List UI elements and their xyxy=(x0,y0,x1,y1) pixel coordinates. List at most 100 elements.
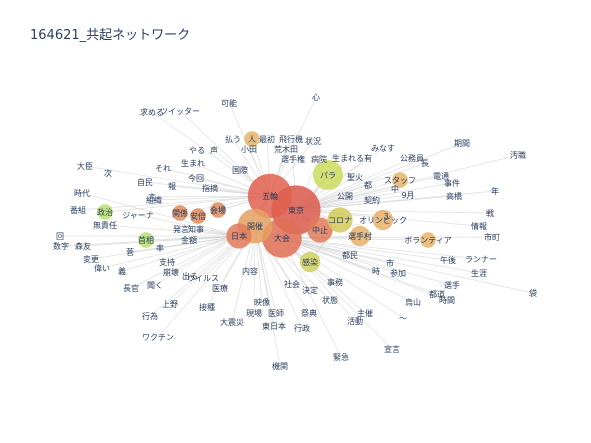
node-e382b9e382bfe38383e38395 xyxy=(392,172,408,188)
node-label: ランナー xyxy=(465,255,497,264)
node-label: 国際 xyxy=(232,165,248,175)
edge xyxy=(84,165,271,197)
node-label: 年 xyxy=(491,186,499,196)
edge xyxy=(145,235,240,241)
node-label: 午後 xyxy=(440,255,456,265)
node-label: 接種 xyxy=(199,302,215,312)
node-label: 長 xyxy=(421,159,429,168)
node-e4baba xyxy=(244,131,260,147)
node-label: 聞く xyxy=(147,281,163,290)
node-label: 今回 xyxy=(188,173,204,183)
node-label: 戦 xyxy=(486,208,494,218)
node-e4b8ade6ada2 xyxy=(307,217,333,243)
node-label: 首相 xyxy=(138,235,154,245)
node-label: 声 xyxy=(210,145,218,155)
edge xyxy=(104,195,271,213)
edge xyxy=(137,214,240,237)
node-label: 選手権 xyxy=(281,154,305,164)
node-label: 可能 xyxy=(221,98,237,108)
edge xyxy=(281,237,480,274)
node-label: ツイッター xyxy=(160,107,200,116)
node-label: 社会 xyxy=(284,279,300,289)
node-label: 義 xyxy=(118,266,126,276)
node-label: 活動 xyxy=(347,316,363,326)
edge xyxy=(281,237,393,350)
node-label: 開催 xyxy=(247,221,263,231)
node-label: 契約 xyxy=(364,195,380,205)
node-label: みなす xyxy=(371,144,395,153)
node-label: 緊急 xyxy=(333,352,349,362)
node-label: 選手村 xyxy=(348,231,372,241)
node-label: 医療 xyxy=(212,283,228,293)
node-e697a5e69cac xyxy=(226,223,252,249)
node-label: 都道 xyxy=(429,289,445,299)
node-label: 組織 xyxy=(146,195,162,205)
edge xyxy=(281,237,449,261)
node-label: 大臣 xyxy=(77,161,93,171)
node-label: ワクチン xyxy=(142,333,174,342)
node-layer xyxy=(97,131,436,273)
node-label: 次 xyxy=(104,168,112,178)
edge xyxy=(254,225,303,329)
node-label: 公開 xyxy=(337,192,353,201)
edge xyxy=(82,235,240,247)
node-label: 内容 xyxy=(242,266,258,276)
node-label: 事件 xyxy=(444,178,460,188)
node-label: 関係 xyxy=(172,209,188,218)
node-label: 生まれ xyxy=(181,158,205,168)
node-e996a2e4bf82 xyxy=(172,205,188,221)
edge xyxy=(101,235,240,269)
node-label: パラ xyxy=(320,171,336,180)
node-label: 主催 xyxy=(357,308,373,318)
edge xyxy=(281,237,342,358)
node-label: ジャーナ xyxy=(122,211,154,220)
edge xyxy=(281,237,534,294)
node-label: 中 xyxy=(391,184,399,194)
node-label: 率 xyxy=(156,243,164,253)
edge xyxy=(121,235,240,272)
node-label: 機関 xyxy=(272,361,288,371)
node-label: 崩壊 xyxy=(163,267,179,277)
node-e4bc9ae5a0b4 xyxy=(210,202,226,218)
node-label: 時 xyxy=(372,267,380,276)
node-label: 政治 xyxy=(97,207,113,217)
node-label: 言 xyxy=(148,192,156,202)
node-label: 祭典 xyxy=(301,308,317,318)
node-label: 事務 xyxy=(327,277,343,287)
node-label: 心 xyxy=(312,93,320,102)
node-e981b8e6898be69d91 xyxy=(349,225,371,247)
edge xyxy=(151,111,271,197)
node-label: 大震災 xyxy=(220,317,244,327)
node-label: 安倍 xyxy=(190,211,206,221)
node-label: 金額 xyxy=(181,235,197,245)
node-label: 無責任 xyxy=(93,220,117,230)
node-label: 都 xyxy=(364,181,372,190)
node-label: 選手 xyxy=(444,280,460,290)
node-e3839ce383a9e383b3e38386 xyxy=(420,232,436,248)
node-e5ae89e5808d xyxy=(190,208,206,224)
label-layer: 心可能求めるツイッター払う人最初 飛行機やる声小田 荒木田状況選手権 病院 生まれる有公… xyxy=(53,93,537,371)
edge xyxy=(295,182,453,211)
node-label: 時代 xyxy=(74,188,90,198)
edge xyxy=(129,235,240,253)
node-e38391e383a9 xyxy=(313,160,343,190)
node-label: 生まれる xyxy=(332,153,364,163)
node-label: 市町 xyxy=(484,232,500,242)
node-label: 病院 xyxy=(311,154,327,164)
node-label: 宣言 xyxy=(384,344,400,354)
node-label: 回 xyxy=(56,232,64,241)
node-label: 状況 xyxy=(305,136,321,146)
edge xyxy=(281,237,399,274)
node-label: 東京 xyxy=(288,205,304,215)
node-label: 情報 xyxy=(471,221,487,231)
node-label: ボランティア xyxy=(404,236,452,245)
node-label: 東日本 xyxy=(262,321,286,331)
node-label: 森友 xyxy=(75,241,91,251)
edge xyxy=(295,190,496,211)
edge xyxy=(281,237,453,286)
node-label: 払う xyxy=(225,134,241,144)
node-e4ba94e8bcaa xyxy=(247,173,293,219)
node-label: ウイルス xyxy=(187,274,219,283)
node-label: 袋 xyxy=(529,288,537,298)
